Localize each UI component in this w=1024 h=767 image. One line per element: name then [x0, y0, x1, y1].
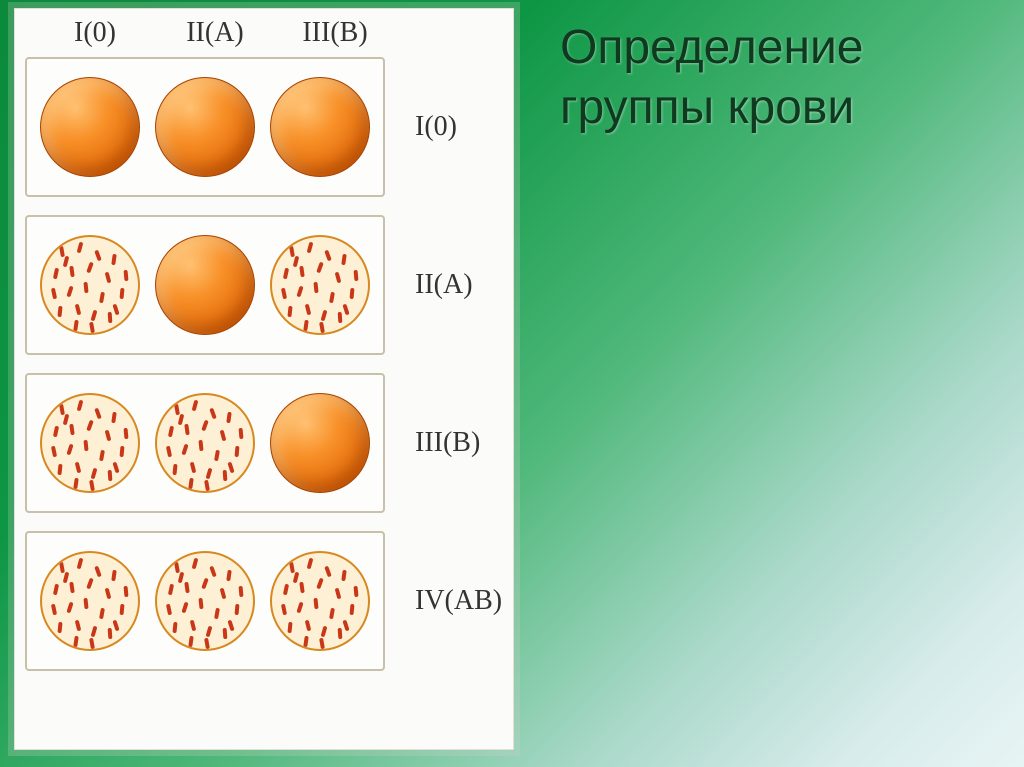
- row-label-1: II(A): [415, 269, 473, 301]
- row-label-2: III(B): [415, 427, 480, 459]
- plate-3: [25, 531, 385, 671]
- row-2: III(B): [25, 373, 503, 513]
- drop-3-1: [155, 551, 255, 651]
- plate-2: [25, 373, 385, 513]
- row-0: I(0): [25, 57, 503, 197]
- row-label-0: I(0): [415, 111, 457, 143]
- plate-1: [25, 215, 385, 355]
- column-headers: I(0) II(A) III(B): [35, 17, 395, 49]
- col-header-2: III(B): [275, 17, 395, 49]
- diagram-panel: I(0) II(A) III(B) I(0) II(A): [14, 8, 514, 750]
- title-line-2: группы крови: [560, 78, 1000, 138]
- row-label-3: IV(AB): [415, 585, 502, 617]
- drop-0-2: [270, 77, 370, 177]
- drop-1-2: [270, 235, 370, 335]
- drop-2-0: [40, 393, 140, 493]
- drop-3-2: [270, 551, 370, 651]
- drop-3-0: [40, 551, 140, 651]
- col-header-1: II(A): [155, 17, 275, 49]
- title-block: Определение группы крови: [560, 18, 1000, 138]
- drop-2-1: [155, 393, 255, 493]
- slide: Определение группы крови I(0) II(A) III(…: [0, 0, 1024, 767]
- plate-0: [25, 57, 385, 197]
- row-3: IV(AB): [25, 531, 503, 671]
- drop-1-1: [155, 235, 255, 335]
- drop-0-1: [155, 77, 255, 177]
- drop-1-0: [40, 235, 140, 335]
- drop-0-0: [40, 77, 140, 177]
- row-1: II(A): [25, 215, 503, 355]
- drop-2-2: [270, 393, 370, 493]
- title-line-1: Определение: [560, 18, 1000, 78]
- col-header-0: I(0): [35, 17, 155, 49]
